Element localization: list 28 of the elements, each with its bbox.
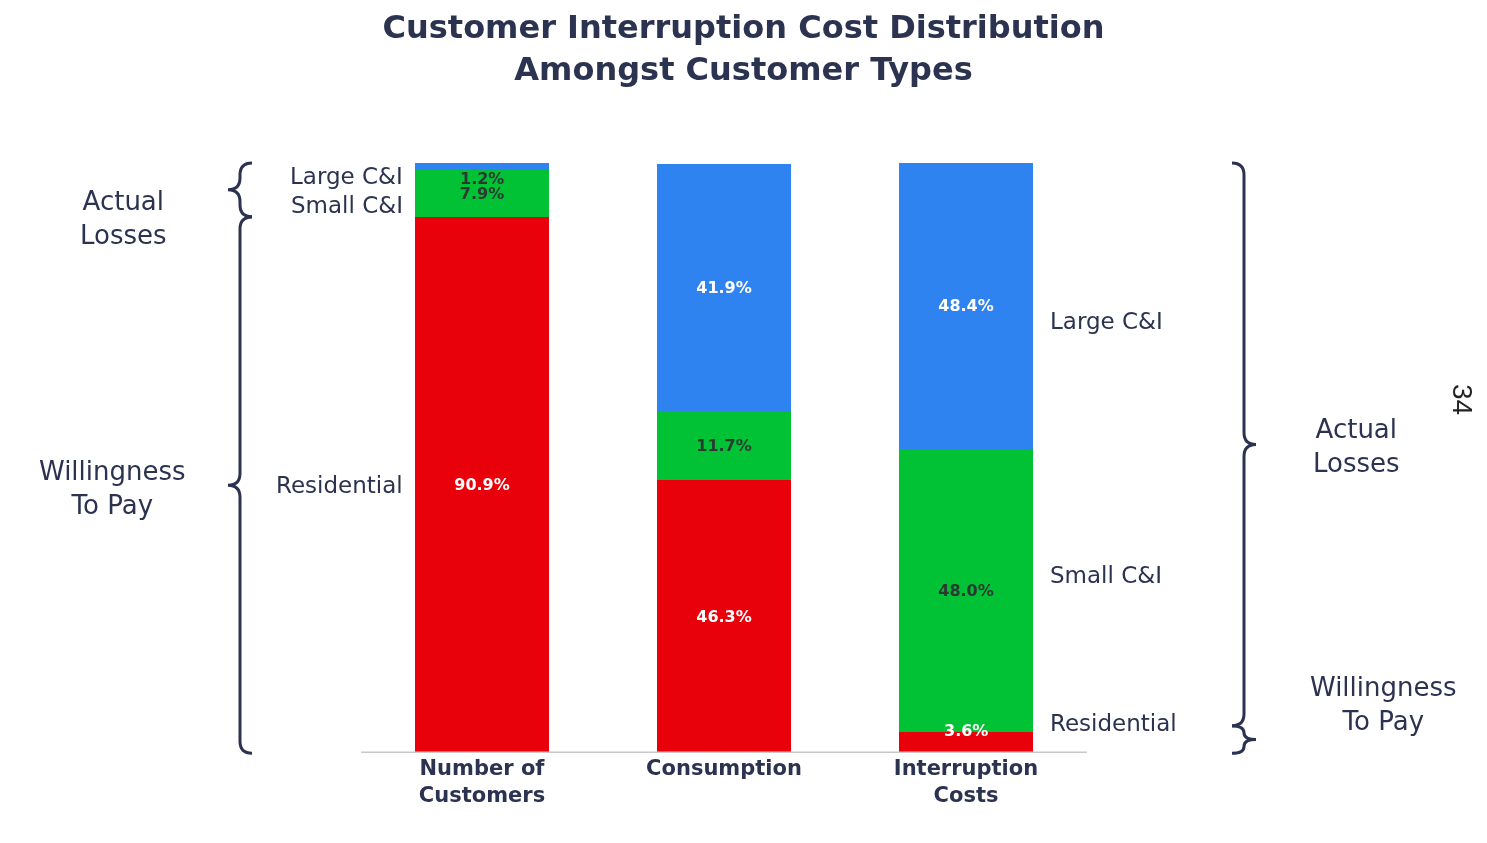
x-tick-label: Consumption bbox=[646, 756, 802, 780]
bar bbox=[414, 170, 550, 217]
series-label: Small C&I bbox=[291, 192, 403, 218]
bar bbox=[414, 163, 550, 171]
bar bbox=[898, 163, 1034, 449]
x-tick-label: Interruption Costs bbox=[893, 756, 1039, 808]
text: Willingness To Pay bbox=[39, 456, 186, 520]
series-label: Large C&I bbox=[290, 163, 403, 189]
text: Willingness To Pay bbox=[1310, 672, 1457, 736]
data-label: 41.9% bbox=[696, 277, 752, 297]
data-label: 90.9% bbox=[454, 475, 510, 495]
text: Actual Losses bbox=[80, 186, 167, 250]
text: Large C&I bbox=[1050, 308, 1163, 334]
bar bbox=[656, 163, 792, 411]
bar bbox=[656, 410, 792, 480]
text: Residential bbox=[1050, 710, 1177, 736]
bar bbox=[414, 216, 550, 753]
data-label: 48.4% bbox=[938, 296, 994, 316]
text: Small C&I bbox=[1050, 562, 1162, 588]
data-label: 48.0% bbox=[938, 580, 994, 600]
x-tick-label: Number of Customers bbox=[418, 756, 546, 808]
text: 34 bbox=[1447, 384, 1478, 416]
chart-title: Customer Interruption Cost Distribution Amongst Customer Types bbox=[382, 7, 1105, 88]
text: Actual Losses bbox=[1313, 414, 1400, 478]
data-label: 46.3% bbox=[696, 606, 752, 626]
bar bbox=[656, 479, 792, 753]
data-label: 11.7% bbox=[696, 435, 752, 455]
series-label: Residential bbox=[276, 472, 403, 498]
